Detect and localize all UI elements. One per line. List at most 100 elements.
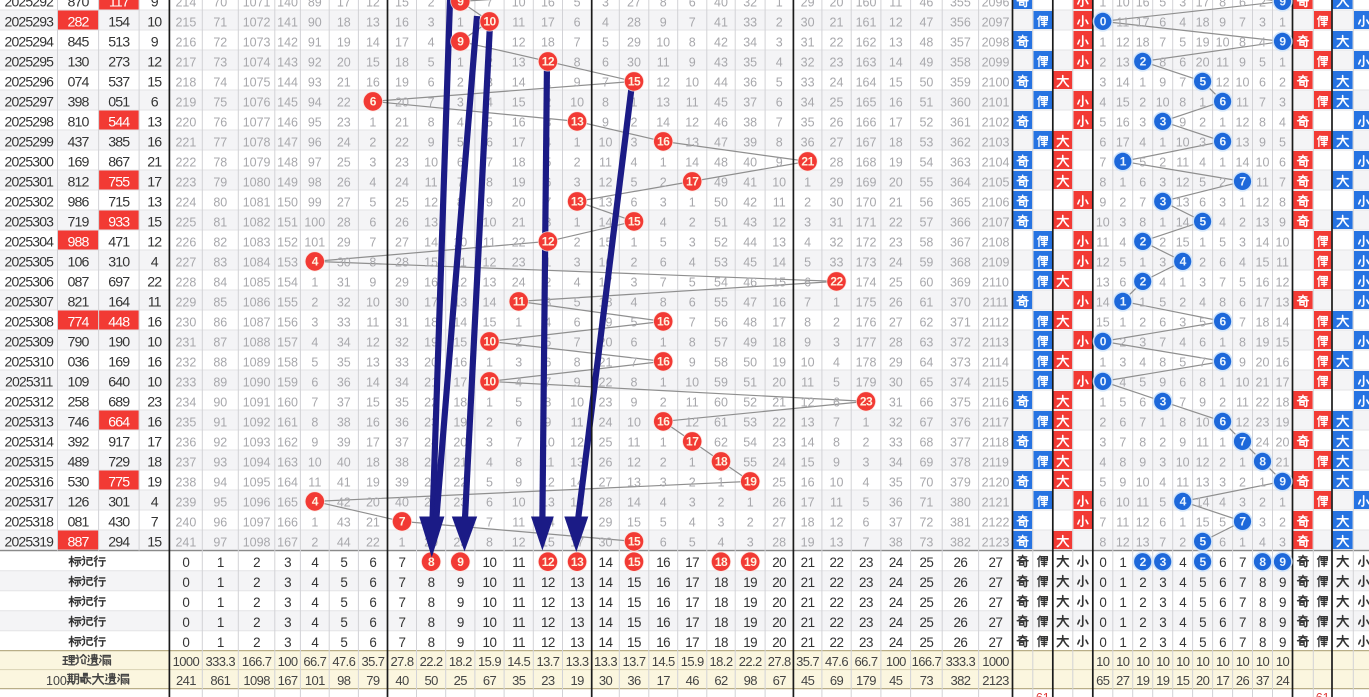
- svg-text:933: 933: [108, 215, 130, 231]
- svg-text:4: 4: [833, 356, 840, 370]
- svg-text:11: 11: [513, 295, 526, 309]
- svg-text:7: 7: [574, 36, 581, 50]
- svg-text:1: 1: [1119, 635, 1126, 650]
- svg-text:160: 160: [277, 396, 298, 410]
- svg-text:9: 9: [1179, 436, 1186, 450]
- svg-text:19: 19: [889, 156, 903, 170]
- svg-text:10: 10: [1116, 496, 1130, 510]
- svg-text:21: 21: [772, 396, 786, 410]
- svg-text:9: 9: [574, 376, 581, 390]
- svg-text:1: 1: [311, 516, 318, 530]
- svg-text:7: 7: [1239, 635, 1246, 650]
- svg-text:3: 3: [1219, 196, 1226, 210]
- svg-text:32: 32: [395, 336, 409, 350]
- svg-text:16: 16: [656, 555, 670, 570]
- svg-text:10: 10: [1096, 654, 1110, 669]
- svg-text:27: 27: [989, 555, 1003, 570]
- svg-text:3: 3: [1179, 316, 1186, 330]
- svg-text:13: 13: [1196, 476, 1210, 490]
- svg-text:2025305: 2025305: [5, 254, 55, 270]
- svg-text:34: 34: [889, 456, 903, 470]
- svg-text:161: 161: [856, 16, 877, 30]
- svg-text:2025298: 2025298: [5, 114, 55, 130]
- svg-text:3: 3: [1279, 96, 1286, 110]
- svg-text:22: 22: [830, 635, 844, 650]
- svg-text:6: 6: [574, 316, 581, 330]
- svg-text:13: 13: [1136, 536, 1150, 550]
- svg-text:7: 7: [486, 156, 493, 170]
- svg-text:23: 23: [859, 635, 873, 650]
- svg-text:378: 378: [950, 456, 971, 470]
- svg-text:15: 15: [1176, 673, 1190, 688]
- svg-text:14: 14: [599, 595, 614, 610]
- svg-text:2: 2: [1159, 156, 1166, 170]
- svg-text:2: 2: [515, 336, 522, 350]
- svg-text:229: 229: [175, 296, 196, 310]
- svg-text:40: 40: [395, 496, 409, 510]
- svg-text:11: 11: [628, 436, 641, 450]
- svg-text:4: 4: [804, 236, 811, 250]
- svg-text:19: 19: [801, 536, 815, 550]
- svg-text:165: 165: [856, 96, 877, 110]
- svg-text:2097: 2097: [982, 16, 1010, 30]
- svg-text:3: 3: [515, 356, 522, 370]
- svg-text:15: 15: [453, 336, 467, 350]
- svg-text:355: 355: [950, 0, 971, 10]
- svg-text:081: 081: [68, 515, 90, 531]
- svg-text:7: 7: [151, 515, 159, 531]
- svg-text:6: 6: [369, 595, 376, 610]
- svg-text:50: 50: [743, 356, 757, 370]
- svg-text:54: 54: [714, 276, 728, 290]
- svg-text:18: 18: [541, 36, 555, 50]
- svg-text:162: 162: [277, 436, 298, 450]
- svg-text:3: 3: [660, 476, 667, 490]
- svg-text:73: 73: [920, 673, 934, 688]
- svg-text:18: 18: [395, 56, 409, 70]
- svg-text:3: 3: [574, 256, 581, 270]
- svg-text:159: 159: [277, 376, 298, 390]
- svg-text:38: 38: [743, 116, 757, 130]
- svg-text:53: 53: [743, 416, 757, 430]
- svg-text:9: 9: [457, 35, 464, 49]
- svg-text:1: 1: [718, 476, 725, 490]
- svg-text:790: 790: [68, 335, 90, 351]
- svg-text:7: 7: [1219, 276, 1226, 290]
- svg-text:4: 4: [689, 516, 696, 530]
- svg-text:10: 10: [483, 595, 497, 610]
- svg-text:27: 27: [889, 316, 903, 330]
- svg-text:7: 7: [399, 555, 406, 570]
- svg-text:0: 0: [1099, 615, 1106, 630]
- svg-text:21: 21: [801, 155, 814, 169]
- svg-text:887: 887: [68, 535, 90, 551]
- svg-text:15: 15: [627, 595, 641, 610]
- svg-text:18.2: 18.2: [710, 654, 733, 669]
- svg-text:1: 1: [217, 635, 224, 650]
- svg-text:18: 18: [337, 16, 351, 30]
- svg-text:6: 6: [1119, 276, 1126, 290]
- svg-text:20: 20: [830, 0, 844, 10]
- svg-text:62: 62: [714, 673, 728, 688]
- svg-text:2025309: 2025309: [5, 334, 55, 350]
- svg-text:9: 9: [1279, 595, 1286, 610]
- svg-text:10: 10: [1196, 416, 1210, 430]
- svg-text:8: 8: [428, 116, 435, 130]
- svg-text:71: 71: [213, 16, 227, 30]
- svg-text:21: 21: [801, 555, 815, 570]
- svg-text:91: 91: [308, 36, 322, 50]
- svg-text:55: 55: [919, 176, 933, 190]
- svg-text:6: 6: [457, 156, 464, 170]
- svg-text:9: 9: [776, 156, 783, 170]
- svg-text:7: 7: [544, 376, 551, 390]
- svg-text:17: 17: [657, 673, 671, 688]
- svg-text:4: 4: [311, 555, 319, 570]
- svg-text:40: 40: [743, 156, 757, 170]
- svg-text:1000: 1000: [982, 654, 1009, 669]
- svg-text:4: 4: [602, 16, 609, 30]
- svg-text:6: 6: [369, 635, 376, 650]
- svg-text:1094: 1094: [243, 456, 271, 470]
- svg-text:6: 6: [1119, 416, 1126, 430]
- svg-text:2: 2: [689, 216, 696, 230]
- svg-text:23: 23: [1256, 416, 1270, 430]
- svg-text:1: 1: [1159, 216, 1166, 230]
- svg-text:2025315: 2025315: [5, 454, 55, 470]
